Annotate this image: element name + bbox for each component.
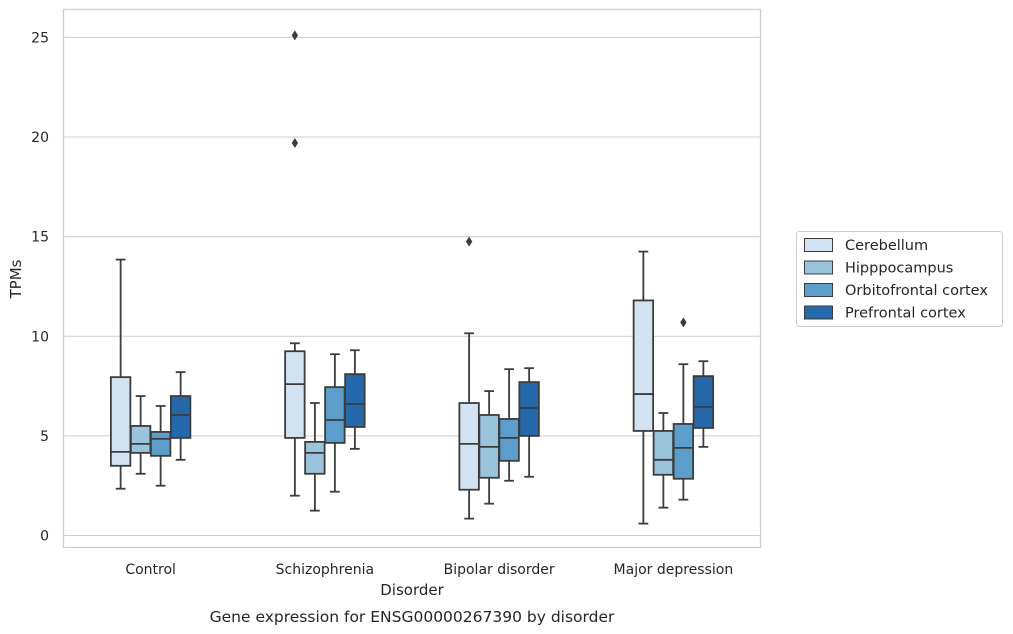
y-tick-label: 15: [31, 230, 49, 246]
chart-caption: Gene expression for ENSG00000267390 by d…: [210, 608, 615, 626]
box-plot-group: [692, 360, 715, 448]
box-body: [498, 418, 520, 462]
y-tick-label: 10: [31, 329, 49, 345]
box-plot-group: [478, 390, 500, 505]
legend-label: Cerebellum: [845, 238, 928, 254]
x-tick-label: Schizophrenia: [276, 562, 374, 578]
box-plot-group: [458, 236, 480, 520]
box-body: [129, 425, 152, 454]
box-plot-group: [518, 367, 540, 478]
box-plot-group: [498, 368, 520, 482]
box-body: [284, 350, 306, 439]
box-plot-group: [324, 353, 346, 493]
x-tick-label: Major depression: [614, 562, 734, 578]
legend: Cerebellum Hipppocampus Orbitofrontal cort…: [796, 231, 1003, 327]
legend-label: Hipppocampus: [845, 261, 953, 277]
box-body: [149, 431, 172, 457]
y-tick-label: 5: [40, 429, 49, 445]
box-body: [632, 299, 655, 432]
legend-swatch: [804, 305, 833, 320]
box-body: [672, 423, 695, 480]
box-body: [518, 381, 540, 437]
box-plot-group: [652, 412, 675, 509]
box-body: [324, 386, 346, 444]
box-plot-group: [632, 250, 655, 525]
y-tick-labels: 0 5 10 15 20 25: [31, 30, 49, 544]
y-tick-label: 25: [31, 30, 49, 46]
outlier-point: [465, 236, 473, 247]
box-body: [692, 375, 715, 429]
outlier-point: [291, 138, 299, 149]
box-plot-group: [672, 317, 695, 501]
y-axis-title: TPMs: [7, 259, 25, 299]
plot-area: [62, 8, 762, 549]
box-body: [304, 440, 326, 475]
x-axis-title: Disorder: [380, 581, 444, 599]
legend-label: Prefrontal cortex: [845, 306, 966, 322]
legend-items: Cerebellum Hipppocampus Orbitofrontal cort…: [804, 238, 988, 322]
legend-swatch: [804, 260, 833, 275]
legend-label: Orbitofrontal cortex: [845, 283, 988, 299]
y-tick-label: 0: [40, 529, 49, 545]
box-plot-group: [284, 30, 306, 497]
box-body: [652, 430, 675, 476]
x-tick-labels: Control Schizophrenia Bipolar disorder Majo…: [125, 562, 733, 578]
y-tick-label: 20: [31, 130, 49, 146]
box-body: [169, 395, 192, 439]
box-plot-group: [169, 371, 192, 461]
x-tick-label: Bipolar disorder: [444, 562, 555, 578]
outlier-point: [680, 317, 687, 328]
legend-swatch: [804, 283, 833, 297]
legend-swatch: [804, 238, 833, 252]
legend-frame: [796, 231, 1003, 327]
x-tick-label: Control: [125, 562, 176, 578]
box-body: [458, 402, 480, 491]
outlier-point: [291, 30, 299, 41]
box-body: [109, 376, 132, 467]
box-groups: [109, 30, 715, 525]
box-body: [344, 373, 366, 428]
box-plot-group: [304, 402, 326, 512]
box-plot-group: [109, 258, 132, 490]
box-plot-group: [129, 395, 152, 475]
box-plot-group: [344, 349, 366, 450]
box-plot-group: [149, 405, 172, 487]
